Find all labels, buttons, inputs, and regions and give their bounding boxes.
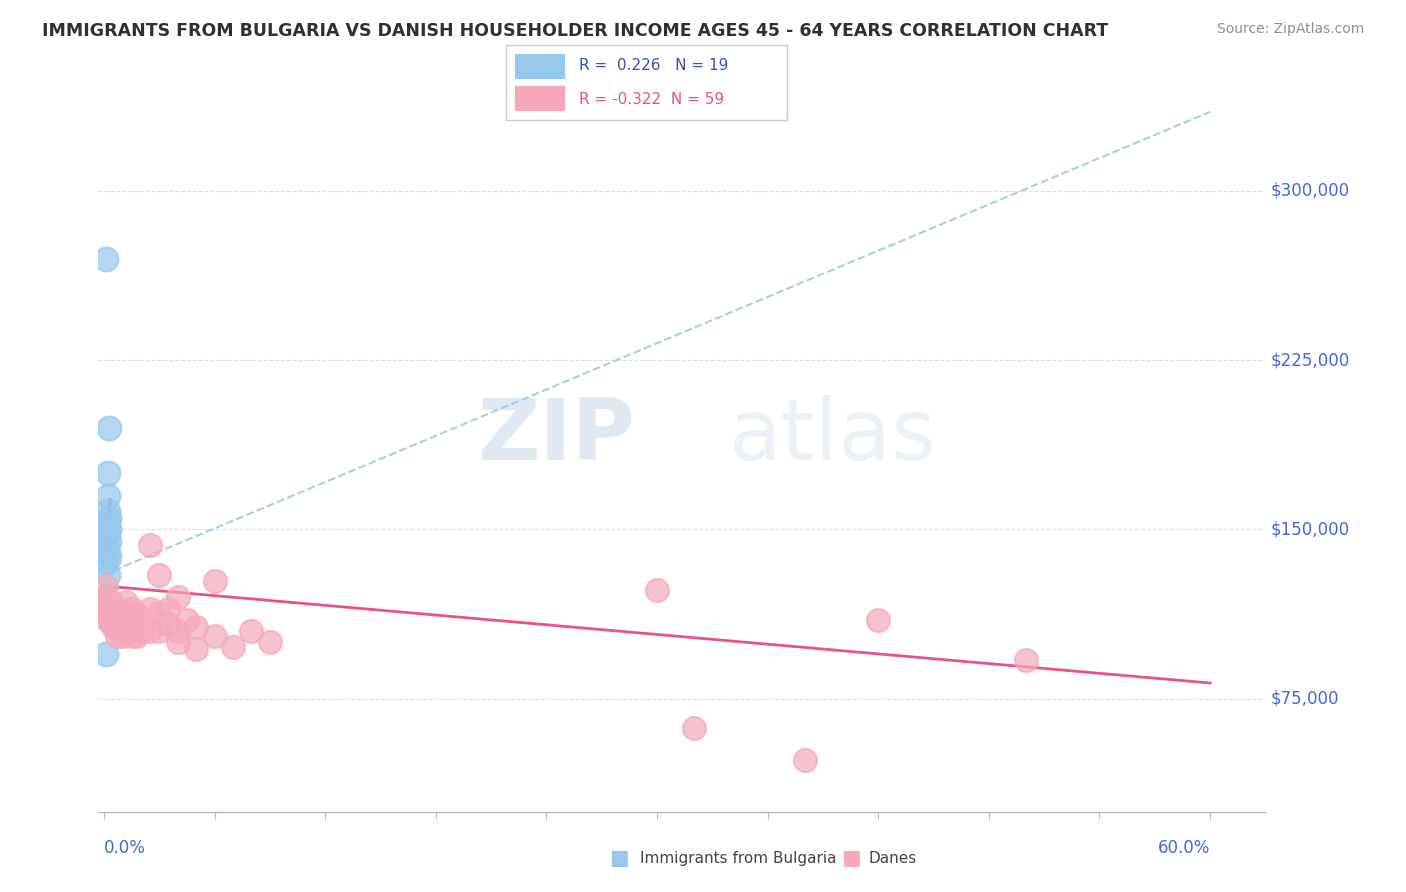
Point (94, 518, 117, 533)
Text: ■: ■ (841, 848, 860, 868)
Point (98, 511, 121, 525)
Point (97, 595, 120, 609)
Point (115, 608, 138, 623)
Point (104, 617, 127, 632)
Point (97, 545, 120, 559)
Point (97, 516, 120, 530)
Point (105, 629, 128, 643)
Point (166, 635, 188, 649)
Point (110, 624, 132, 639)
Point (97, 601, 120, 615)
Point (139, 624, 162, 639)
Text: 0.0%: 0.0% (104, 838, 146, 857)
Point (110, 613, 132, 627)
Text: ZIP: ZIP (478, 394, 636, 477)
Point (94, 647, 117, 661)
Point (98, 421, 121, 435)
Point (868, 613, 890, 627)
Point (184, 642, 207, 657)
Point (107, 619, 129, 633)
Point (94, 557, 117, 571)
Text: Immigrants from Bulgaria: Immigrants from Bulgaria (640, 851, 837, 865)
Point (105, 619, 128, 633)
Point (111, 629, 134, 643)
Point (157, 617, 180, 632)
Point (115, 595, 138, 609)
Point (204, 629, 226, 643)
Point (94, 579, 117, 593)
Point (204, 574, 226, 589)
Point (94, 252, 117, 266)
Text: Source: ZipAtlas.com: Source: ZipAtlas.com (1216, 22, 1364, 37)
Point (94, 591, 117, 605)
Text: IMMIGRANTS FROM BULGARIA VS DANISH HOUSEHOLDER INCOME AGES 45 - 64 YEARS CORRELA: IMMIGRANTS FROM BULGARIA VS DANISH HOUSE… (42, 22, 1108, 40)
Point (166, 624, 188, 639)
Point (127, 629, 149, 643)
Point (97, 466, 120, 480)
Point (166, 591, 188, 605)
Point (139, 538, 162, 552)
Point (240, 624, 263, 639)
Point (157, 601, 180, 615)
Point (97, 504, 120, 518)
Point (98, 549, 121, 564)
Point (111, 617, 134, 632)
Point (127, 608, 149, 623)
Point (683, 721, 706, 735)
Point (107, 608, 129, 623)
Text: atlas: atlas (728, 394, 936, 477)
Point (100, 606, 122, 620)
Point (121, 629, 143, 643)
Point (111, 606, 134, 620)
Point (97, 613, 120, 627)
Point (97, 567, 120, 582)
Point (259, 635, 281, 649)
Point (129, 624, 152, 639)
Point (148, 606, 170, 620)
Point (139, 601, 162, 615)
Text: 60.0%: 60.0% (1157, 838, 1211, 857)
Point (98, 533, 121, 548)
Point (121, 617, 143, 632)
Point (105, 601, 128, 615)
Point (101, 619, 124, 633)
Text: $75,000: $75,000 (1271, 690, 1340, 708)
Point (129, 613, 152, 627)
Point (127, 619, 149, 633)
Point (98, 613, 121, 627)
Point (101, 601, 124, 615)
Point (148, 567, 170, 582)
Point (104, 608, 127, 623)
Text: R =  0.226   N = 19: R = 0.226 N = 19 (579, 58, 728, 73)
Point (176, 613, 198, 627)
Point (1015, 653, 1038, 667)
Text: R = -0.322  N = 59: R = -0.322 N = 59 (579, 92, 724, 107)
Point (115, 619, 138, 633)
Point (184, 619, 207, 633)
Text: $225,000: $225,000 (1271, 351, 1350, 369)
Text: Danes: Danes (869, 851, 917, 865)
Point (101, 613, 124, 627)
Point (97, 489, 120, 503)
Point (97, 527, 120, 541)
Point (121, 601, 143, 615)
Point (100, 595, 122, 609)
Bar (515, 54, 565, 78)
Point (793, 753, 815, 767)
Bar (515, 87, 565, 112)
Text: $300,000: $300,000 (1271, 182, 1350, 200)
Point (645, 583, 668, 598)
Text: ■: ■ (609, 848, 628, 868)
Text: $150,000: $150,000 (1271, 521, 1350, 539)
Point (98, 606, 121, 620)
Point (148, 624, 170, 639)
Point (222, 640, 245, 654)
Point (94, 538, 117, 552)
Point (98, 523, 121, 537)
Point (94, 591, 117, 605)
